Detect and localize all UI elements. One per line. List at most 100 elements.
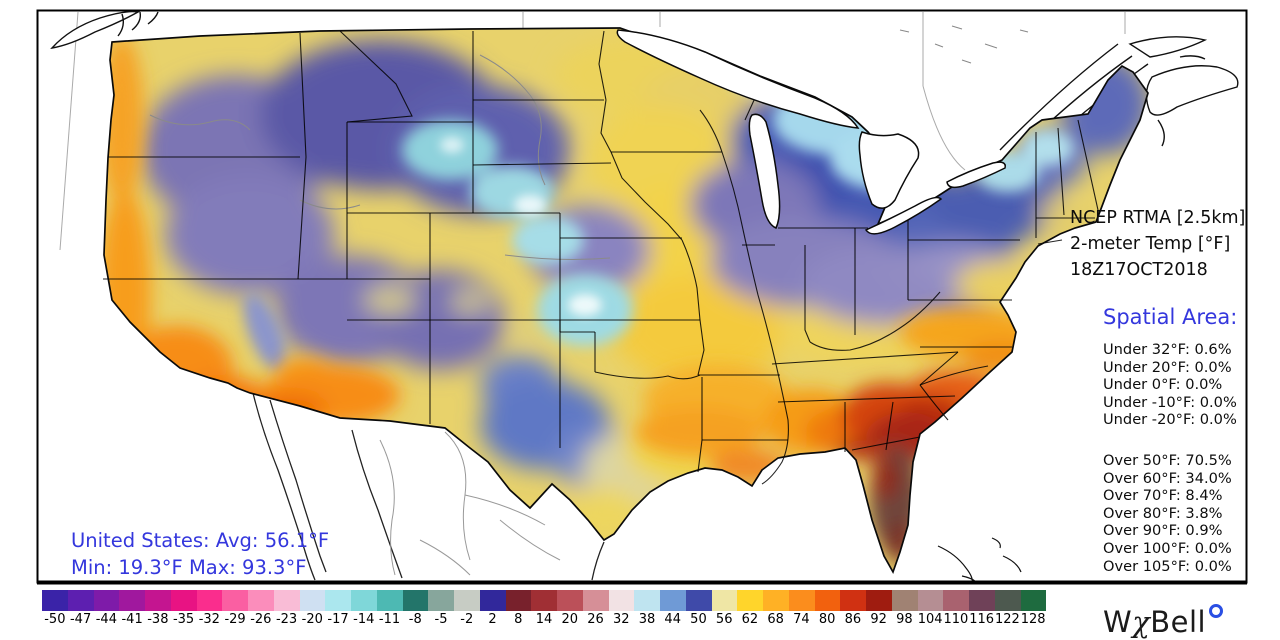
colorbar-tick-label: -23 bbox=[275, 612, 298, 627]
colorbar-segment bbox=[557, 590, 583, 611]
colorbar-segment bbox=[763, 590, 789, 611]
lake-michigan bbox=[748, 113, 781, 229]
colorbar-segment bbox=[273, 590, 300, 611]
colorbar-segment bbox=[917, 590, 944, 611]
stat-over-50: Over 50°F: 70.5% bbox=[1103, 452, 1232, 469]
quebec-lakes bbox=[899, 25, 1029, 64]
colorbar-segment bbox=[634, 590, 660, 611]
lake-erie bbox=[864, 196, 943, 235]
colorbar-tick-label: -14 bbox=[353, 612, 375, 627]
colorbar-segment bbox=[67, 590, 94, 611]
colorbar-segment bbox=[531, 590, 557, 611]
colorbar-tick-label: 86 bbox=[844, 612, 862, 627]
colorbar-segment bbox=[608, 590, 635, 611]
colorbar-tick-label: -50 bbox=[44, 612, 66, 627]
colorbar-segment bbox=[1020, 590, 1047, 611]
colorbar-tick-label: 50 bbox=[690, 612, 707, 627]
summary-min-max: Min: 19.3°F Max: 93.3°F bbox=[71, 556, 307, 579]
us-summary-stats: United States: Avg: 56.1°F Min: 19.3°F M… bbox=[71, 527, 329, 581]
colorbar-segment bbox=[145, 590, 171, 611]
colorbar-segment bbox=[170, 590, 197, 611]
valid-time: 18Z17OCT2018 bbox=[1070, 260, 1208, 280]
chi-glyph: χ bbox=[1132, 605, 1151, 639]
under-threshold-stats: Under 32°F: 0.6% Under 20°F: 0.0% Under … bbox=[1103, 341, 1253, 429]
colorbar-segment bbox=[299, 590, 326, 611]
colorbar-tick-label: -44 bbox=[95, 612, 117, 627]
model-name: NCEP RTMA [2.5km] bbox=[1070, 208, 1246, 228]
colorbar-tick-label: 92 bbox=[870, 612, 887, 627]
colorbar-segment bbox=[866, 590, 892, 611]
colorbar-segment bbox=[402, 590, 429, 611]
colorbar-tick-label: -32 bbox=[198, 612, 220, 627]
colorbar-segment bbox=[737, 590, 763, 611]
lake-superior bbox=[616, 29, 860, 129]
colorbar-segment bbox=[582, 590, 609, 611]
colorbar-tick-labels: -50 -47 -44 -41 -38 -35 -32 -29 -26 -23 -20 -17 -14-… bbox=[0, 612, 1280, 628]
colorbar-tick-label: -26 bbox=[250, 612, 272, 627]
colorbar-segment bbox=[814, 590, 841, 611]
colorbar-segment bbox=[376, 590, 403, 611]
colorbar-tick-label: -20 bbox=[301, 612, 323, 627]
colorbar-tick-label: -8 bbox=[408, 612, 422, 627]
colorbar-tick-label: 32 bbox=[612, 612, 630, 627]
stat-under-0: Under 0°F: 0.0% bbox=[1103, 376, 1223, 394]
colorbar-tick-label: 56 bbox=[715, 612, 733, 627]
colorbar-tick-label: 74 bbox=[793, 612, 810, 627]
colorbar-tick-label: -47 bbox=[69, 612, 92, 627]
colorbar-tick-label: 2 bbox=[488, 612, 497, 627]
lake-huron bbox=[858, 131, 920, 209]
colorbar-tick-label: 68 bbox=[767, 612, 784, 627]
state-borders bbox=[103, 30, 1099, 485]
colorbar-tick-label: -38 bbox=[147, 612, 169, 627]
wxbell-logo-text: WχBell bbox=[1103, 605, 1207, 639]
colorbar-segment bbox=[428, 590, 454, 611]
colorbar-segment bbox=[943, 590, 969, 611]
mexico-coastlines bbox=[252, 392, 605, 581]
graticule-lines bbox=[59, 11, 1126, 251]
colorbar-tick-label: 80 bbox=[818, 612, 836, 627]
spatial-area-heading: Spatial Area: bbox=[1103, 305, 1238, 329]
stat-over-100: Over 100°F: 0.0% bbox=[1103, 539, 1232, 557]
great-lakes bbox=[616, 29, 1006, 235]
colorbar-tick-label: 128 bbox=[1020, 612, 1046, 627]
colorbar-segment bbox=[351, 590, 377, 611]
colorbar-tick-label: 26 bbox=[587, 612, 604, 627]
colorbar-segment bbox=[711, 590, 738, 611]
stat-over-90: Over 90°F: 0.9% bbox=[1103, 522, 1223, 540]
stat-over-60: Over 60°F: 34.0% bbox=[1103, 469, 1232, 487]
map-title-block: NCEP RTMA [2.5km] 2-meter Temp [°F] 18Z1… bbox=[1070, 205, 1255, 283]
colorbar-tick-label: 104 bbox=[917, 612, 943, 627]
colorbar-segment bbox=[788, 590, 815, 611]
colorbar-tick-label: 38 bbox=[638, 612, 656, 627]
stat-under-32: Under 32°F: 0.6% bbox=[1103, 341, 1232, 358]
colorbar-tick-label: 62 bbox=[741, 612, 759, 627]
river-lines bbox=[149, 54, 611, 260]
colorbar-segment bbox=[685, 590, 712, 611]
colorbar-tick-label: 98 bbox=[896, 612, 913, 627]
colorbar-tick-label: -2 bbox=[460, 612, 474, 627]
variable-name: 2-meter Temp [°F] bbox=[1070, 234, 1231, 254]
over-threshold-stats: Over 50°F: 70.5% Over 60°F: 34.0% Over 7… bbox=[1103, 452, 1253, 575]
colorbar-tick-label: -35 bbox=[172, 612, 195, 627]
canada-coastlines bbox=[50, 10, 1239, 169]
stat-over-70: Over 70°F: 8.4% bbox=[1103, 487, 1223, 505]
wxbell-logo: WχBell bbox=[1103, 604, 1224, 639]
colorbar-segment bbox=[891, 590, 918, 611]
colorbar-segment bbox=[42, 590, 68, 611]
stat-under-neg10: Under -10°F: 0.0% bbox=[1103, 393, 1237, 411]
colorbar-segment bbox=[222, 590, 248, 611]
colorbar-segment bbox=[454, 590, 480, 611]
colorbar-tick-label: 20 bbox=[561, 612, 579, 627]
colorbar-segment bbox=[325, 590, 351, 611]
colorbar-segment bbox=[119, 590, 145, 611]
colorbar-segment bbox=[479, 590, 506, 611]
colorbar-tick-label: -41 bbox=[121, 612, 143, 627]
degree-ring-icon bbox=[1209, 604, 1224, 618]
stat-under-neg20: Under -20°F: 0.0% bbox=[1103, 411, 1237, 429]
colorbar-tick-label: -11 bbox=[378, 612, 401, 627]
colorbar-segment bbox=[93, 590, 120, 611]
colorbar-segment bbox=[969, 590, 995, 611]
colorbar-segment bbox=[840, 590, 866, 611]
